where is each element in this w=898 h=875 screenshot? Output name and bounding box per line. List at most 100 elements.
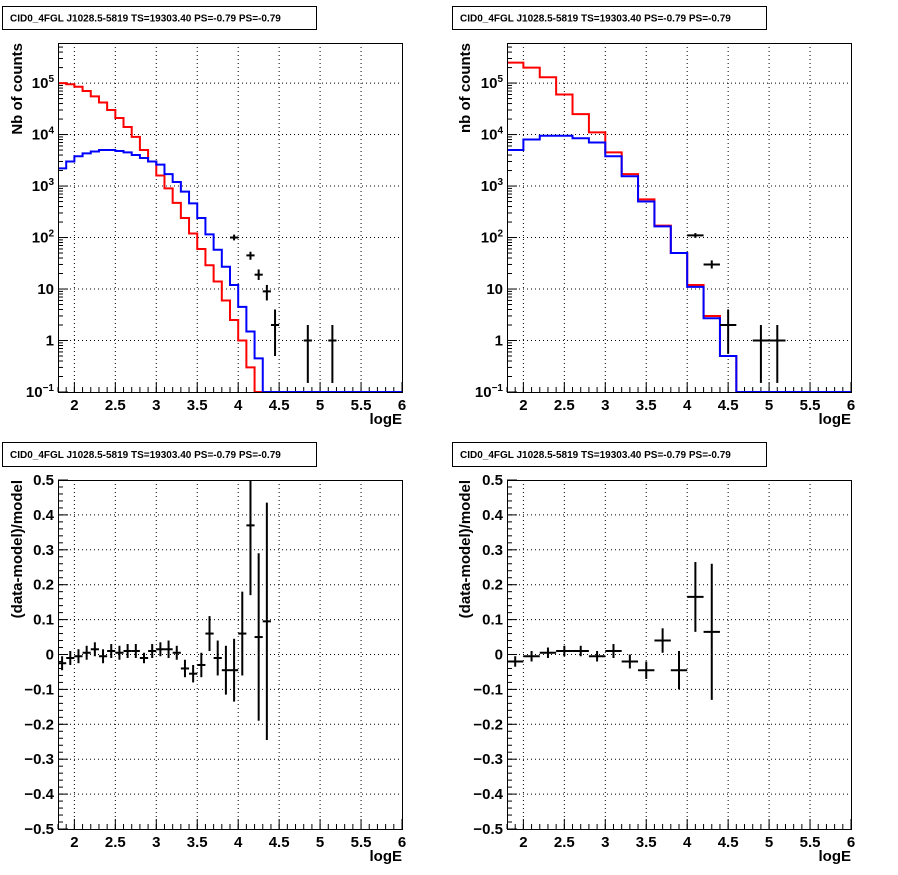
histogram-series-1 [507, 61, 851, 392]
x-tick-label: 6 [398, 834, 406, 851]
x-axis-title: logE [819, 411, 852, 428]
x-tick-label: 5.5 [800, 834, 821, 851]
x-tick-label: 5.5 [351, 834, 372, 851]
y-tick-label: 104 [32, 126, 55, 144]
chart-panel-3: CID0_4FGL J1028.5-5819 TS=19303.40 PS=-0… [2, 442, 406, 865]
x-tick-label: 5 [765, 397, 773, 414]
y-tick-label: 0.5 [482, 472, 503, 489]
panel-title-box [2, 6, 317, 30]
y-tick-label: 0 [495, 647, 503, 664]
panel-title-box [2, 442, 317, 467]
plot-area [507, 61, 851, 392]
x-tick-label: 4 [234, 834, 243, 851]
y-tick-label: −0.5 [473, 821, 503, 838]
x-tick-label: 3 [601, 834, 609, 851]
y-tick-label: 102 [32, 229, 55, 247]
x-tick-label: 2.5 [105, 397, 126, 414]
y-tick-label: 103 [32, 177, 55, 195]
x-tick-label: 6 [847, 834, 855, 851]
y-tick-label: 10−1 [26, 383, 55, 401]
x-tick-label: 4.5 [269, 397, 290, 414]
plot-frame [507, 480, 852, 830]
y-tick-label: −0.2 [473, 716, 503, 733]
x-tick-label: 2.5 [105, 834, 126, 851]
y-tick-label: −0.3 [24, 751, 54, 768]
x-axis-title: logE [819, 848, 852, 865]
x-tick-label: 2 [519, 397, 527, 414]
chart-panel-2: CID0_4FGL J1028.5-5819 TS=19303.40 PS=-0… [452, 6, 855, 428]
y-tick-label: 0.3 [482, 542, 503, 559]
x-tick-label: 3.5 [636, 834, 657, 851]
x-axis-title: logE [370, 848, 403, 865]
panel-title-box [452, 6, 767, 30]
x-tick-label: 2 [519, 834, 527, 851]
y-tick-label: 0.3 [33, 542, 54, 559]
y-tick-label: 1 [495, 333, 503, 350]
x-tick-label: 4.5 [718, 834, 739, 851]
y-tick-label: 10 [37, 281, 54, 298]
y-tick-label: 105 [32, 74, 55, 92]
y-tick-label: 104 [481, 126, 504, 144]
y-tick-label: −0.4 [473, 786, 503, 803]
x-tick-label: 6 [847, 397, 855, 414]
x-tick-label: 5 [316, 834, 324, 851]
x-tick-label: 4 [683, 397, 692, 414]
y-tick-label: 102 [481, 229, 504, 247]
y-axis-title: (data-model)/model [9, 480, 26, 618]
x-tick-label: 2.5 [554, 397, 575, 414]
y-tick-label: 10 [486, 281, 503, 298]
plot-area [58, 480, 271, 741]
plot-frame [58, 43, 403, 393]
x-tick-label: 5.5 [351, 397, 372, 414]
chart-panel-4: CID0_4FGL J1028.5-5819 TS=19303.40 PS=-0… [452, 442, 855, 865]
y-axis-title: Nb of counts [9, 43, 26, 135]
y-tick-label: 0.2 [482, 577, 503, 594]
y-tick-label: 10−1 [475, 383, 504, 401]
plot-area [58, 82, 402, 392]
y-tick-label: 1 [46, 333, 54, 350]
x-tick-label: 3.5 [187, 397, 208, 414]
y-axis-title: nb of counts [457, 43, 474, 133]
x-tick-label: 2 [70, 397, 78, 414]
plot-frame [507, 43, 852, 393]
x-tick-label: 2.5 [554, 834, 575, 851]
y-tick-label: 105 [481, 74, 504, 92]
histogram-series-1 [58, 82, 402, 392]
panel-title: CID0_4FGL J1028.5-5819 TS=19303.40 PS=-0… [10, 450, 281, 461]
y-tick-label: −0.1 [473, 681, 503, 698]
y-tick-label: 103 [481, 177, 504, 195]
x-tick-label: 4 [683, 834, 692, 851]
x-tick-label: 3 [152, 397, 160, 414]
y-tick-label: −0.5 [24, 821, 54, 838]
histogram-series-2 [58, 149, 402, 392]
chart-panel-1: CID0_4FGL J1028.5-5819 TS=19303.40 PS=-0… [2, 6, 406, 428]
y-tick-label: 0 [46, 647, 54, 664]
plot-frame [58, 480, 403, 830]
panel-title-box [452, 442, 767, 467]
x-tick-label: 3.5 [187, 834, 208, 851]
y-tick-label: −0.2 [24, 716, 54, 733]
y-axis-title: (data-model)/model [457, 480, 474, 618]
histogram-series-2 [507, 134, 851, 392]
plot-area [507, 562, 720, 700]
x-axis-title: logE [370, 411, 403, 428]
x-tick-label: 4 [234, 397, 243, 414]
y-tick-label: 0.2 [33, 577, 54, 594]
x-tick-label: 5 [316, 397, 324, 414]
y-tick-label: 0.4 [482, 507, 504, 524]
x-tick-label: 3 [601, 397, 609, 414]
panel-title: CID0_4FGL J1028.5-5819 TS=19303.40 PS=-0… [460, 14, 731, 25]
x-tick-label: 4.5 [718, 397, 739, 414]
x-tick-label: 6 [398, 397, 406, 414]
y-tick-label: 0.1 [33, 612, 54, 629]
y-tick-label: −0.3 [473, 751, 503, 768]
y-tick-label: −0.4 [24, 786, 54, 803]
y-tick-label: 0.5 [33, 472, 54, 489]
x-tick-label: 5.5 [800, 397, 821, 414]
y-tick-label: 0.4 [33, 507, 55, 524]
y-tick-label: 0.1 [482, 612, 503, 629]
panel-title: CID0_4FGL J1028.5-5819 TS=19303.40 PS=-0… [10, 14, 281, 25]
x-tick-label: 3.5 [636, 397, 657, 414]
x-tick-label: 5 [765, 834, 773, 851]
